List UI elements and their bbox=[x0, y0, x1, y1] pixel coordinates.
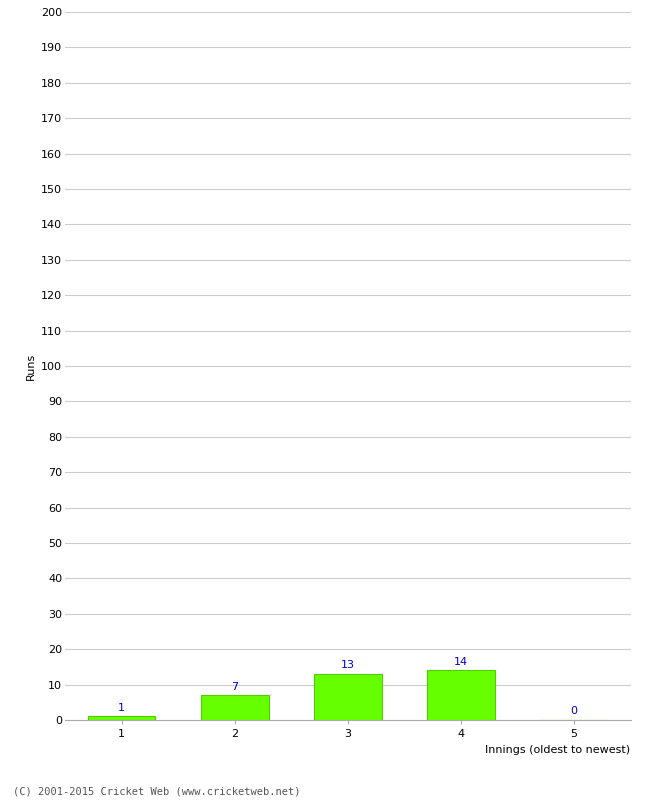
Text: 13: 13 bbox=[341, 661, 355, 670]
Bar bbox=[88, 717, 155, 720]
Text: 0: 0 bbox=[571, 706, 577, 717]
Bar bbox=[314, 674, 382, 720]
X-axis label: Innings (oldest to newest): Innings (oldest to newest) bbox=[486, 745, 630, 754]
Bar bbox=[427, 670, 495, 720]
Bar bbox=[201, 695, 268, 720]
Text: 7: 7 bbox=[231, 682, 238, 692]
Text: 1: 1 bbox=[118, 703, 125, 713]
Text: (C) 2001-2015 Cricket Web (www.cricketweb.net): (C) 2001-2015 Cricket Web (www.cricketwe… bbox=[13, 786, 300, 796]
Text: 14: 14 bbox=[454, 657, 468, 667]
Y-axis label: Runs: Runs bbox=[25, 352, 36, 380]
